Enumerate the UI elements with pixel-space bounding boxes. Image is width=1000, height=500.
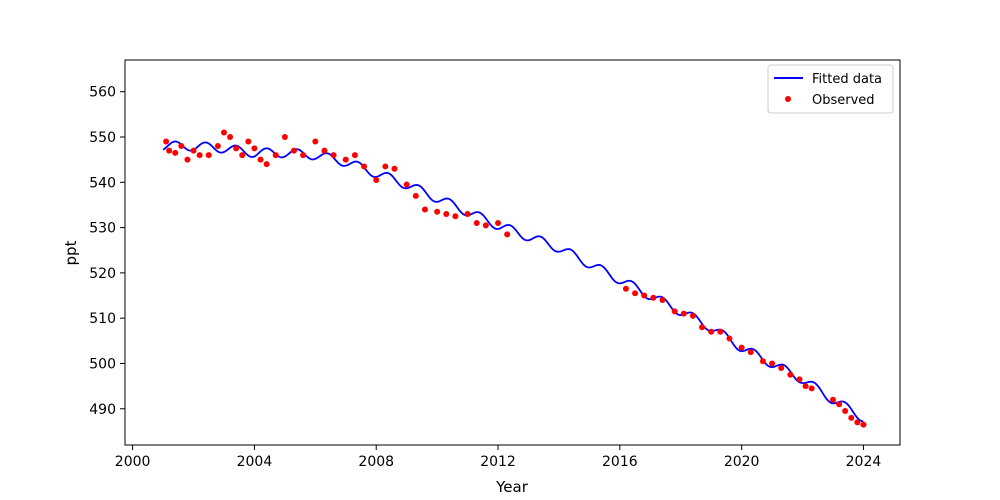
observed-point bbox=[699, 324, 706, 331]
y-tick-label: 490 bbox=[89, 402, 116, 418]
observed-point bbox=[163, 138, 170, 145]
observed-point bbox=[421, 206, 428, 213]
observed-point bbox=[802, 383, 809, 390]
observed-point bbox=[312, 138, 319, 145]
observed-point bbox=[504, 231, 511, 238]
observed-point bbox=[220, 129, 227, 136]
observed-point bbox=[361, 163, 368, 170]
observed-point bbox=[641, 292, 648, 299]
observed-point bbox=[769, 360, 776, 367]
x-tick-label: 2004 bbox=[237, 454, 273, 470]
x-axis-label: Year bbox=[495, 478, 529, 496]
y-tick-label: 540 bbox=[89, 175, 116, 191]
y-tick-label: 550 bbox=[89, 130, 116, 146]
observed-point bbox=[214, 143, 221, 150]
observed-point bbox=[787, 371, 794, 378]
observed-point bbox=[291, 147, 298, 154]
observed-point bbox=[321, 147, 328, 154]
observed-point bbox=[227, 134, 234, 140]
observed-point bbox=[495, 220, 502, 227]
plot-frame bbox=[124, 59, 901, 446]
x-tick-label: 2020 bbox=[724, 454, 760, 470]
observed-point bbox=[342, 156, 349, 163]
observed-point bbox=[272, 152, 279, 159]
observed-point bbox=[717, 328, 724, 335]
x-axis: 2000 2004 2008 2012 2016 2020 2024 bbox=[115, 445, 882, 470]
observed-point bbox=[680, 310, 687, 317]
observed-point bbox=[473, 220, 480, 227]
observed-point bbox=[178, 143, 185, 150]
observed-point bbox=[196, 152, 203, 159]
observed-point bbox=[808, 385, 815, 392]
observed-point bbox=[184, 156, 191, 163]
observed-point bbox=[166, 147, 173, 154]
observed-point bbox=[300, 152, 307, 159]
observed-point bbox=[836, 401, 843, 408]
observed-point bbox=[373, 177, 380, 184]
observed-point bbox=[412, 192, 419, 199]
y-tick-label: 510 bbox=[89, 311, 116, 327]
observed-point bbox=[403, 181, 410, 188]
legend-observed-label: Observed bbox=[812, 93, 875, 108]
observed-point bbox=[830, 396, 837, 403]
observed-point bbox=[759, 358, 766, 365]
observed-point bbox=[443, 211, 450, 217]
observed-point bbox=[382, 163, 389, 170]
fitted-line bbox=[162, 140, 864, 423]
observed-point bbox=[464, 211, 471, 217]
observed-point bbox=[190, 147, 197, 154]
observed-point bbox=[842, 408, 849, 415]
observed-point bbox=[452, 213, 459, 220]
y-tick-label: 530 bbox=[89, 221, 116, 237]
observed-point bbox=[391, 165, 398, 172]
observed-point bbox=[659, 297, 666, 304]
x-tick-label: 2016 bbox=[602, 454, 638, 470]
observed-point bbox=[708, 328, 715, 335]
y-tick-label: 520 bbox=[89, 266, 116, 282]
y-axis: 490 500 510 520 530 540 550 560 bbox=[89, 85, 125, 418]
observed-point bbox=[848, 414, 855, 421]
x-tick-label: 2012 bbox=[480, 454, 516, 470]
observed-point bbox=[738, 344, 745, 351]
legend-fitted-label: Fitted data bbox=[812, 72, 882, 87]
legend: Fitted data Observed bbox=[767, 64, 894, 114]
series-layer bbox=[162, 129, 867, 428]
observed-point bbox=[860, 421, 867, 428]
x-tick-label: 2000 bbox=[115, 454, 151, 470]
observed-point bbox=[854, 419, 861, 426]
observed-point bbox=[689, 312, 696, 319]
observed-point bbox=[239, 152, 246, 159]
x-tick-label: 2024 bbox=[846, 454, 882, 470]
observed-point bbox=[632, 290, 639, 297]
y-tick-label: 560 bbox=[89, 85, 116, 101]
observed-point bbox=[233, 145, 240, 152]
observed-point bbox=[622, 285, 629, 292]
observed-point bbox=[434, 208, 441, 215]
y-tick-label: 500 bbox=[89, 356, 116, 372]
observed-point bbox=[482, 222, 489, 229]
observed-point bbox=[263, 161, 270, 168]
observed-point bbox=[726, 335, 733, 342]
observed-point bbox=[796, 376, 803, 383]
y-axis-label: ppt bbox=[62, 240, 80, 265]
observed-point bbox=[747, 349, 754, 356]
observed-point bbox=[257, 156, 264, 163]
observed-point bbox=[205, 152, 212, 159]
observed-point bbox=[671, 308, 678, 315]
observed-point bbox=[251, 145, 258, 152]
observed-point bbox=[330, 152, 337, 159]
observed-point bbox=[778, 365, 785, 371]
observed-point bbox=[172, 149, 179, 156]
observed-point bbox=[281, 134, 288, 140]
observed-point bbox=[650, 294, 657, 301]
observed-point bbox=[351, 152, 358, 159]
observed-point bbox=[245, 138, 252, 145]
x-tick-label: 2008 bbox=[358, 454, 394, 470]
legend-observed-swatch bbox=[785, 96, 791, 102]
plot-background bbox=[125, 60, 900, 445]
